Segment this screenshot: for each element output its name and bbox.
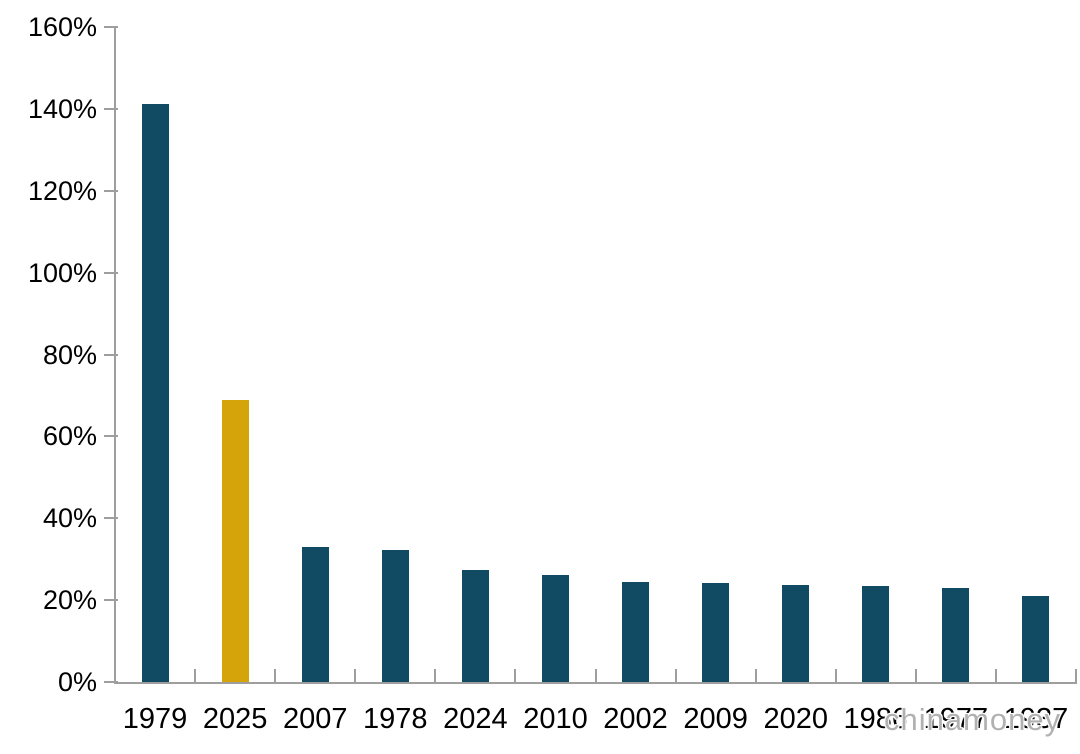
x-axis-label: 2010	[523, 703, 588, 735]
y-axis-tick	[104, 353, 118, 356]
bar-1937	[1022, 596, 1050, 682]
y-axis-tick	[104, 189, 118, 192]
y-axis-tick	[104, 517, 118, 520]
y-axis-tick	[104, 271, 118, 274]
x-axis-tick	[434, 669, 437, 682]
x-axis-tick	[194, 669, 197, 682]
x-axis-label: 2024	[443, 703, 508, 735]
x-axis-tick	[114, 669, 116, 682]
x-axis-tick	[994, 669, 997, 682]
x-axis-label: 1978	[363, 703, 428, 735]
y-axis-line	[114, 27, 116, 684]
y-axis-tick	[104, 681, 118, 683]
bar-1979	[141, 103, 169, 682]
bar-1978	[381, 550, 409, 682]
y-axis-label: 60%	[42, 421, 97, 452]
x-axis-label: 2025	[202, 703, 268, 735]
x-axis-label: 1986	[843, 703, 909, 735]
bar-2010	[541, 574, 569, 682]
x-axis-tick	[754, 669, 757, 682]
x-axis-tick	[514, 669, 517, 682]
x-axis-line	[114, 682, 1077, 684]
y-axis-label: 140%	[27, 93, 97, 124]
bar-2007	[301, 546, 329, 682]
x-axis-label: 1937	[1003, 703, 1069, 735]
y-axis-label: 160%	[27, 12, 97, 42]
y-axis-tick	[104, 107, 118, 110]
bar-2025	[221, 400, 249, 682]
x-axis-label: 2002	[603, 703, 668, 735]
y-axis-label: 100%	[27, 257, 97, 288]
y-axis-label: 80%	[42, 339, 97, 370]
x-axis-tick	[594, 669, 597, 682]
y-axis-tick	[104, 435, 118, 438]
x-axis-tick	[834, 669, 837, 682]
x-axis-label: 1977	[923, 703, 989, 735]
y-axis-tick	[104, 26, 118, 28]
bar-1986	[862, 586, 890, 682]
x-axis-label: 1979	[122, 703, 188, 735]
x-axis-label: 2007	[282, 703, 348, 735]
bar-2024	[461, 569, 489, 682]
bar-2009	[702, 582, 730, 682]
bar-1977	[942, 587, 970, 682]
y-axis-label: 120%	[27, 175, 97, 206]
x-axis-label: 2020	[763, 703, 828, 735]
y-axis-label: 20%	[42, 585, 97, 616]
watermark: chinamoney	[884, 702, 1062, 737]
y-axis-tick	[104, 599, 118, 602]
x-axis-tick	[354, 669, 357, 682]
x-axis-tick	[914, 669, 917, 682]
bar-2020	[782, 584, 810, 682]
y-axis-label: 0%	[57, 667, 97, 697]
y-axis-label: 40%	[42, 503, 97, 534]
x-axis-tick	[1075, 669, 1077, 682]
bar-2002	[622, 581, 650, 682]
x-axis-tick	[274, 669, 277, 682]
x-axis-tick	[674, 669, 677, 682]
x-axis-label: 2009	[683, 703, 748, 735]
